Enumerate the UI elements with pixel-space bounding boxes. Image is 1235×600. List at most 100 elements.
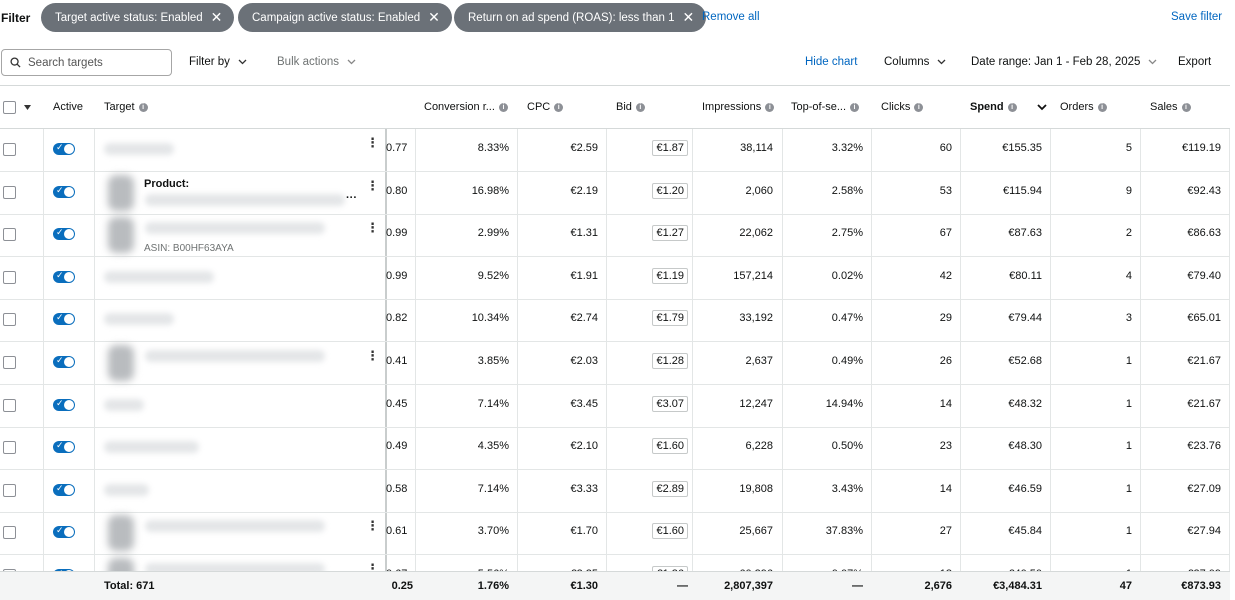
row-checkbox[interactable] bbox=[3, 313, 16, 327]
bid-input[interactable]: €3.07 bbox=[610, 395, 688, 412]
header-top-of-search[interactable]: Top-of-se... i bbox=[791, 101, 860, 113]
more-icon[interactable]: ··· bbox=[346, 191, 357, 204]
bid-value[interactable]: €1.60 bbox=[652, 438, 688, 455]
row-checkbox[interactable] bbox=[3, 228, 16, 242]
bid-input[interactable]: €1.27 bbox=[610, 225, 688, 242]
row-menu-icon[interactable]: ⋮ bbox=[366, 348, 379, 363]
date-range-dropdown[interactable]: Date range: Jan 1 - Feb 28, 2025 bbox=[971, 56, 1157, 68]
row-checkbox[interactable] bbox=[3, 526, 16, 540]
impressions-value: 2,637 bbox=[745, 355, 773, 367]
active-toggle[interactable]: ✓ bbox=[53, 185, 75, 198]
header-sales[interactable]: Sales i bbox=[1150, 101, 1191, 113]
table-row[interactable]: ✓ 0.82 10.34% €2.74 €1.79 33,192 0.47% 29 €79.44… bbox=[0, 299, 1230, 343]
orders-value: 2 bbox=[1125, 227, 1132, 240]
table-row[interactable]: ✓ Product: ··· ⋮ 0.80 16.98% €2.19 €1.20 2,060 2.… bbox=[0, 172, 1230, 215]
close-icon[interactable]: ✕ bbox=[210, 9, 223, 25]
active-toggle[interactable]: ✓ bbox=[53, 355, 75, 368]
clicks-value: 67 bbox=[939, 227, 952, 240]
row-checkbox[interactable] bbox=[3, 441, 16, 455]
close-icon[interactable]: ✕ bbox=[682, 9, 695, 25]
row-checkbox[interactable] bbox=[3, 356, 16, 369]
header-target[interactable]: Target i bbox=[104, 101, 148, 113]
chevron-down-icon bbox=[937, 59, 946, 65]
header-cpc[interactable]: CPC i bbox=[527, 101, 564, 113]
bid-input[interactable]: €1.60 bbox=[610, 438, 688, 455]
header-clicks[interactable]: Clicks i bbox=[881, 101, 924, 113]
row-checkbox[interactable] bbox=[3, 143, 16, 156]
export-button[interactable]: Export bbox=[1178, 56, 1212, 68]
filter-by-dropdown[interactable]: Filter by bbox=[189, 56, 247, 68]
select-all-checkbox[interactable] bbox=[3, 101, 16, 114]
sort-descending-icon[interactable] bbox=[1036, 103, 1047, 111]
row-menu-icon[interactable]: ⋮ bbox=[366, 177, 379, 193]
target-label[interactable]: Product: bbox=[144, 177, 190, 190]
cpc-value: €3.45 bbox=[570, 397, 598, 410]
filter-chip-target-status[interactable]: Target active status: Enabled ✕ bbox=[41, 3, 235, 32]
table-row[interactable]: ✓ 0.49 4.35% €2.10 €1.60 6,228 0.50% 23 €48.30 1 €… bbox=[0, 427, 1230, 471]
bid-value[interactable]: €1.27 bbox=[652, 225, 688, 242]
hide-chart-link[interactable]: Hide chart bbox=[805, 56, 858, 68]
bid-value[interactable]: €1.87 bbox=[652, 140, 688, 156]
table-row[interactable]: ✓ 0.58 7.14% €3.33 €2.89 19,808 3.43% 14 €46.59 1… bbox=[0, 470, 1230, 513]
info-icon: i bbox=[850, 102, 860, 112]
row-checkbox[interactable] bbox=[3, 398, 16, 412]
bid-value[interactable]: €1.79 bbox=[652, 310, 688, 327]
header-spend[interactable]: Spend i bbox=[970, 101, 1047, 113]
targets-table: Active Target i Conversion r... i CPC i Bid… bbox=[0, 85, 1230, 600]
row-checkbox[interactable] bbox=[3, 185, 16, 199]
bid-input[interactable]: €2.89 bbox=[610, 480, 688, 497]
redacted-target-name bbox=[145, 350, 325, 362]
header-top-of-search-label: Top-of-se... bbox=[791, 101, 847, 113]
filter-chip-campaign-status[interactable]: Campaign active status: Enabled ✕ bbox=[238, 3, 452, 32]
top-of-search-value: 2.58% bbox=[831, 184, 863, 197]
filter-chip-roas[interactable]: Return on ad spend (ROAS): less than 1 ✕ bbox=[454, 3, 707, 32]
table-row[interactable]: ✓ ⋮ 0.77 8.33% €2.59 €1.87 38,114 3.32% 60 €155.3… bbox=[0, 129, 1230, 172]
bid-value[interactable]: €1.19 bbox=[652, 267, 688, 284]
bid-input[interactable]: €1.28 bbox=[610, 353, 688, 369]
bid-input[interactable]: €1.20 bbox=[610, 182, 688, 199]
table-row[interactable]: ✓ 0.99 9.52% €1.91 €1.19 157,214 0.02% 42 €80.11… bbox=[0, 257, 1230, 300]
bid-input[interactable]: €1.79 bbox=[610, 310, 688, 327]
info-icon: i bbox=[498, 102, 508, 112]
save-filter-link[interactable]: Save filter bbox=[1171, 11, 1223, 23]
bid-value[interactable]: €1.20 bbox=[652, 182, 688, 199]
active-toggle[interactable]: ✓ bbox=[53, 227, 75, 241]
active-toggle[interactable]: ✓ bbox=[53, 142, 75, 155]
active-toggle[interactable]: ✓ bbox=[53, 270, 75, 283]
header-orders[interactable]: Orders i bbox=[1060, 101, 1107, 113]
row-menu-icon[interactable]: ⋮ bbox=[366, 518, 379, 534]
close-icon[interactable]: ✕ bbox=[428, 9, 440, 25]
header-conversion-rate[interactable]: Conversion r... i bbox=[424, 101, 508, 113]
header-bid[interactable]: Bid i bbox=[616, 101, 645, 113]
active-toggle[interactable]: ✓ bbox=[53, 440, 75, 454]
table-row[interactable]: ✓ 0.45 7.14% €3.45 €3.07 12,247 14.94% 14 €48.32… bbox=[0, 385, 1230, 428]
row-menu-icon[interactable]: ⋮ bbox=[366, 220, 379, 236]
remove-all-link[interactable]: Remove all bbox=[702, 11, 760, 23]
spend-value: €52.68 bbox=[1008, 355, 1042, 367]
search-input[interactable]: Search targets bbox=[1, 49, 172, 76]
bid-input[interactable]: €1.19 bbox=[610, 267, 688, 284]
header-impressions[interactable]: Impressions i bbox=[702, 101, 775, 113]
active-toggle[interactable]: ✓ bbox=[53, 398, 75, 411]
table-row[interactable]: ✓ ⋮ 0.41 3.85% €2.03 €1.28 2,637 0.49% 26 €52.68 1… bbox=[0, 342, 1230, 385]
table-row[interactable]: ✓ ASIN: B00HF63AYA ⋮ 0.99 2.99% €1.31 €1.27 22,… bbox=[0, 214, 1230, 258]
bid-value[interactable]: €3.07 bbox=[652, 395, 688, 412]
active-toggle[interactable]: ✓ bbox=[53, 312, 75, 326]
bulk-actions-dropdown[interactable]: Bulk actions bbox=[277, 56, 356, 68]
row-checkbox[interactable] bbox=[3, 483, 16, 497]
bid-input[interactable]: €1.60 bbox=[610, 523, 688, 540]
conversion-rate-value: 8.33% bbox=[477, 142, 509, 154]
bid-value[interactable]: €1.28 bbox=[652, 353, 688, 369]
active-toggle[interactable]: ✓ bbox=[53, 483, 75, 496]
caret-down-icon[interactable] bbox=[24, 105, 31, 110]
bid-input[interactable]: €1.87 bbox=[610, 140, 688, 156]
bid-value[interactable]: €2.89 bbox=[652, 480, 688, 497]
product-thumbnail bbox=[108, 217, 134, 254]
active-toggle[interactable]: ✓ bbox=[53, 525, 75, 539]
row-menu-icon[interactable]: ⋮ bbox=[366, 135, 379, 150]
row-checkbox[interactable] bbox=[3, 270, 16, 284]
columns-dropdown[interactable]: Columns bbox=[884, 56, 946, 68]
table-row[interactable]: ✓ ⋮ 0.61 3.70% €1.70 €1.60 25,667 37.83% 27 €45.8… bbox=[0, 512, 1230, 556]
orders-value: 9 bbox=[1125, 184, 1132, 197]
bid-value[interactable]: €1.60 bbox=[652, 523, 688, 540]
